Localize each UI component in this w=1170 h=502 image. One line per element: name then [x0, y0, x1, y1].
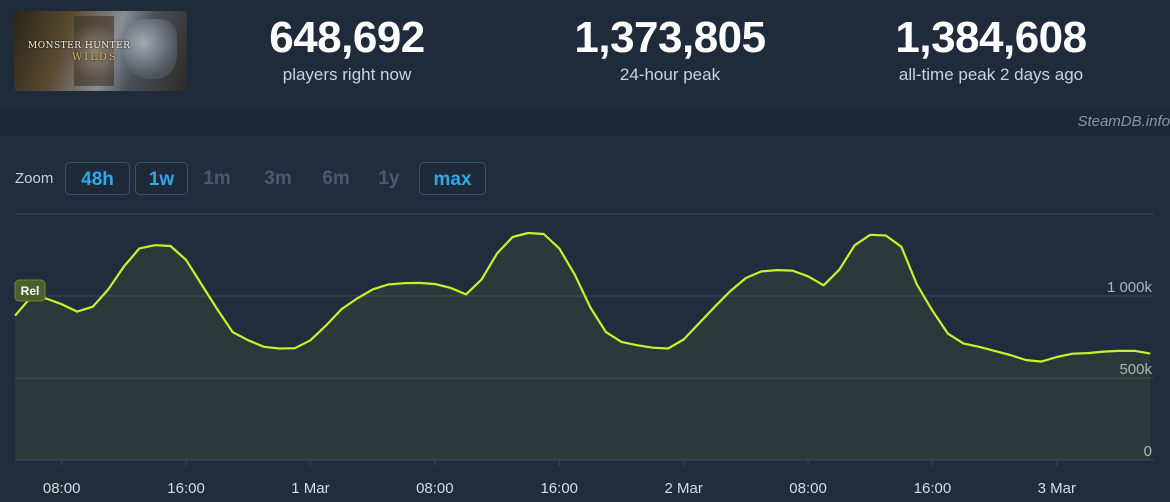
x-tick-label: 16:00 — [167, 480, 205, 497]
players-now-value: 648,692 — [269, 13, 425, 62]
zoom-1y-button[interactable]: 1y — [378, 168, 400, 189]
peak-24h-value: 1,373,805 — [574, 13, 766, 62]
x-tick-label: 1 Mar — [291, 480, 329, 497]
alltime-peak-label: all-time peak 2 days ago — [898, 65, 1084, 84]
x-tick-label: 08:00 — [789, 480, 827, 497]
y-tick-label: 1 000k — [1107, 279, 1153, 296]
zoom-3m-button[interactable]: 3m — [264, 168, 292, 189]
player-count-chart[interactable]: 0 500k 1 000k 08:00 16:00 1 Mar 08:00 16:00 2 Ma… — [0, 200, 1170, 502]
x-tick-label: 3 Mar — [1038, 480, 1076, 497]
zoom-48h-button[interactable]: 48h — [65, 162, 130, 195]
x-tick-label: 16:00 — [914, 480, 952, 497]
x-tick-label: 16:00 — [540, 480, 578, 497]
zoom-6m-button[interactable]: 6m — [322, 168, 350, 189]
x-tick-label: 08:00 — [416, 480, 454, 497]
zoom-label: Zoom — [15, 170, 54, 187]
zoom-max-button[interactable]: max — [419, 162, 486, 195]
peak-24h-label: 24-hour peak — [619, 65, 721, 84]
zoom-1m-button[interactable]: 1m — [203, 168, 231, 189]
zoom-1w-button[interactable]: 1w — [135, 162, 188, 195]
players-now-stat: 648,692 players right now — [247, 14, 447, 86]
players-now-label: players right now — [282, 65, 412, 84]
peak-24h-stat: 1,373,805 24-hour peak — [560, 14, 780, 86]
rel-badge: Rel — [14, 279, 46, 302]
y-tick-label: 0 — [1144, 443, 1152, 460]
stats-header: MONSTER HUNTER WILDS 648,692 players rig… — [0, 0, 1170, 108]
steamdb-watermark[interactable]: SteamDB.info — [1077, 113, 1170, 130]
rel-badge-label: Rel — [21, 284, 40, 298]
cover-title: MONSTER HUNTER — [28, 41, 131, 51]
cover-art-monster — [122, 19, 177, 79]
y-tick-label: 500k — [1119, 361, 1152, 378]
game-cover-image[interactable]: MONSTER HUNTER WILDS — [14, 11, 187, 91]
rel-badge-bg — [14, 279, 46, 302]
series-area — [15, 233, 1151, 460]
series-line — [14, 231, 1151, 363]
cover-art-figure — [74, 16, 114, 86]
chart-panel — [0, 135, 1170, 502]
cover-subtitle: WILDS — [72, 52, 118, 63]
alltime-peak-value: 1,384,608 — [895, 13, 1087, 62]
x-tick-label: 2 Mar — [664, 480, 702, 497]
x-tick-label: 08:00 — [43, 480, 81, 497]
alltime-peak-stat: 1,384,608 all-time peak 2 days ago — [868, 14, 1114, 86]
